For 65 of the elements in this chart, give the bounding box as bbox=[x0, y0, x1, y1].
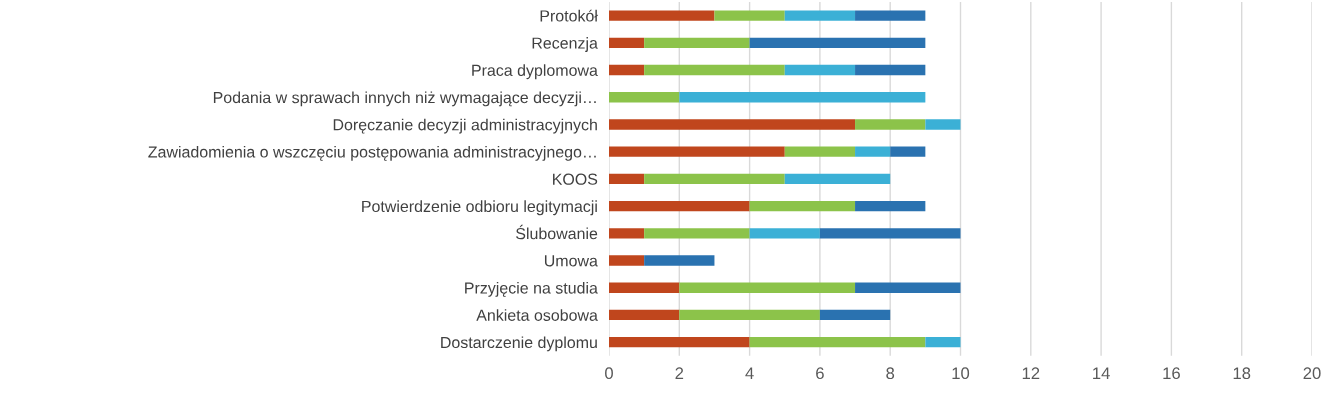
bar bbox=[855, 146, 891, 157]
bar bbox=[609, 64, 645, 76]
y-tick-label: Podania w sprawach innych niż wymagające decyzji… bbox=[213, 91, 596, 107]
bar bbox=[609, 200, 750, 212]
bar bbox=[609, 228, 645, 239]
bar bbox=[749, 37, 926, 48]
bar bbox=[609, 10, 715, 21]
bar bbox=[784, 173, 891, 185]
bar bbox=[784, 64, 856, 76]
x-tick-label: 10 bbox=[952, 367, 970, 380]
y-tick-label: Potwierdzenie odbioru legitymacji bbox=[362, 200, 597, 216]
x-tick-label: 16 bbox=[1163, 367, 1180, 380]
bar bbox=[609, 309, 680, 321]
bar bbox=[784, 146, 856, 157]
bar bbox=[644, 64, 785, 76]
bar bbox=[749, 228, 820, 239]
x-tick-label: 8 bbox=[886, 367, 895, 380]
y-tick-label: KOOS bbox=[553, 173, 598, 185]
bar bbox=[714, 10, 785, 21]
x-tick-label: 6 bbox=[816, 367, 824, 380]
bar bbox=[855, 64, 926, 76]
y-tick-label: Ślubowanie bbox=[516, 224, 598, 240]
bar bbox=[609, 119, 856, 130]
bar bbox=[784, 10, 856, 21]
x-tick-label: 4 bbox=[745, 367, 754, 379]
bar bbox=[609, 92, 680, 103]
x-tick-label: 2 bbox=[675, 367, 684, 379]
bar bbox=[925, 119, 961, 130]
bar bbox=[609, 336, 750, 348]
bar bbox=[819, 309, 891, 321]
bar bbox=[679, 282, 856, 293]
bar bbox=[679, 92, 926, 103]
bar bbox=[890, 146, 926, 157]
bar bbox=[609, 146, 785, 157]
bar bbox=[749, 336, 926, 348]
bar bbox=[749, 200, 856, 212]
bar bbox=[644, 37, 750, 48]
bar bbox=[855, 282, 961, 293]
y-tick-label: Praca dyplomowa bbox=[472, 64, 598, 80]
bar bbox=[644, 173, 785, 185]
bar bbox=[819, 228, 961, 239]
bar bbox=[855, 200, 926, 212]
bar bbox=[925, 336, 961, 348]
x-tick-label: 14 bbox=[1093, 367, 1110, 379]
x-tick-label: 18 bbox=[1233, 367, 1251, 380]
bar bbox=[855, 10, 926, 21]
x-tick-label: 12 bbox=[1022, 367, 1040, 379]
bar bbox=[609, 282, 680, 293]
y-tick-label: Ankieta osobowa bbox=[476, 309, 598, 321]
bar bbox=[609, 173, 645, 185]
y-tick-label: Zawiadomienia o wszczęciu postępowania administracyjnego… bbox=[148, 145, 596, 161]
y-tick-label: Przyjęcie na studia bbox=[465, 281, 598, 297]
bar bbox=[644, 255, 715, 266]
y-tick-label: Doręczanie decyzji administracyjnych bbox=[333, 118, 597, 134]
y-tick-label: Dostarczenie dyplomu bbox=[441, 336, 597, 352]
x-tick-label: 0 bbox=[605, 367, 613, 380]
bar bbox=[609, 255, 645, 266]
y-tick-label: Recenzja bbox=[532, 37, 598, 52]
bar bbox=[855, 119, 926, 130]
x-tick-label: 20 bbox=[1303, 367, 1321, 380]
bar bbox=[609, 37, 645, 48]
bar bbox=[644, 228, 750, 239]
y-tick-label: Umowa bbox=[544, 255, 598, 267]
y-tick-label: Protokół bbox=[540, 9, 598, 22]
bar bbox=[679, 309, 820, 321]
